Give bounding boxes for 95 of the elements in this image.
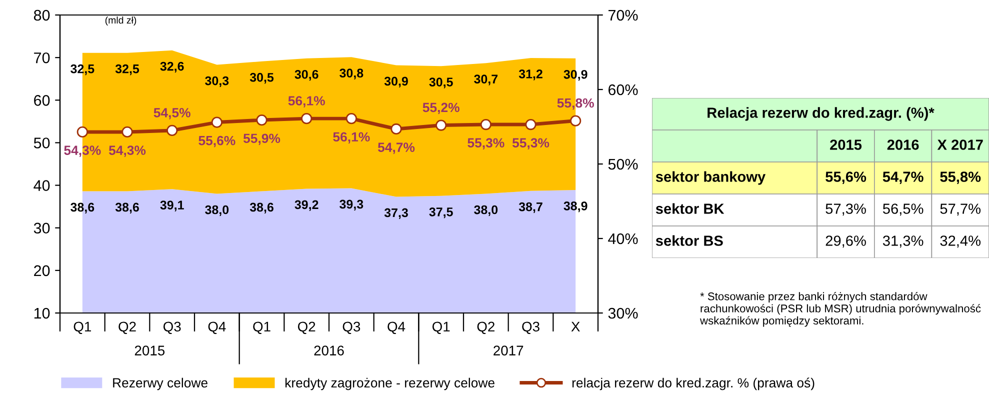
text: 2015	[134, 346, 165, 356]
category-label: 2015	[830, 140, 862, 150]
data-label: 38,6	[70, 202, 94, 214]
data-label: 31,2	[518, 70, 542, 80]
data-label: 38,6	[250, 202, 274, 214]
y2-tick-label: 50%	[608, 158, 638, 170]
data-label: 55,3%	[512, 138, 550, 150]
data-label: 55,9%	[243, 134, 280, 145]
data-label: 37,3	[384, 208, 408, 219]
x-tick-label: Q4	[208, 322, 226, 334]
data-label: 56,1%	[333, 132, 370, 144]
legend-label: relacja rezerw do kred.zagr. % (prawa oś)	[572, 378, 814, 390]
text: 31,3%	[882, 236, 924, 248]
text: 32,4%	[940, 236, 981, 248]
y-tick-label: 20	[34, 265, 50, 276]
data-label: 38,9	[564, 202, 588, 212]
data-label: 38,0	[205, 205, 229, 216]
x-tick-label: Q3	[163, 322, 181, 334]
data-label: 55,8%	[557, 98, 594, 110]
data-label: 39,2	[294, 200, 318, 211]
x-tick-label: X	[571, 322, 580, 332]
y-tick-label: 30	[34, 222, 50, 234]
data-label: 30,5	[250, 72, 274, 84]
data-label: 30,9	[384, 76, 408, 88]
category-label: 2016	[887, 140, 919, 150]
text: 55,8%	[940, 172, 981, 184]
data-label: 56,1%	[288, 96, 325, 108]
x-tick-label: Q2	[298, 322, 316, 334]
text: 29,6%	[826, 236, 866, 248]
text: 56,5%	[882, 204, 924, 216]
data-label: 37,5	[429, 207, 453, 218]
annotation: (mld zł)	[105, 16, 136, 26]
legend-label: Rezerwy celowe	[113, 378, 208, 390]
x-tick-label: Q1	[432, 322, 450, 334]
point	[390, 123, 402, 135]
y-tick-label: 80	[34, 10, 50, 21]
legend-label: kredyty zagrożone - rezerwy celowe	[285, 378, 494, 390]
text: 2016	[314, 346, 344, 356]
category-label: sektor BS	[656, 235, 723, 246]
category-label: sektor bankowy	[656, 171, 766, 185]
point	[256, 114, 268, 126]
y2-tick-label: 70%	[608, 10, 638, 21]
point	[301, 113, 312, 124]
data-label: 54,7%	[378, 142, 415, 154]
data-label: 30,3	[205, 76, 229, 88]
data-label: 32,6	[160, 62, 184, 73]
data-label: 38,6	[115, 202, 139, 214]
point	[436, 120, 447, 131]
y-tick-label: 10	[34, 308, 50, 319]
x-tick-label: Q2	[477, 322, 494, 334]
y-tick-label: 70	[34, 52, 50, 64]
point	[570, 115, 582, 126]
y2-tick-label: 40%	[608, 233, 638, 244]
y2-tick-label: 60%	[608, 84, 638, 96]
data-label: 30,7	[474, 74, 498, 86]
data-label: 55,3%	[468, 138, 504, 150]
text: 54,7%	[882, 172, 924, 184]
text: 2017	[494, 346, 524, 356]
point	[166, 124, 178, 136]
y-tick-label: 50	[34, 138, 50, 148]
point	[211, 116, 222, 128]
point	[76, 126, 88, 138]
text: Relacja rezerw do kred.zagr. (%)*	[708, 107, 934, 121]
text: 57,3%	[826, 204, 866, 216]
data-label: 38,0	[474, 205, 498, 216]
data-label: 39,3	[340, 200, 364, 210]
data-label: 30,8	[340, 68, 364, 80]
data-label: 55,6%	[198, 136, 236, 148]
data-label: 39,1	[160, 200, 184, 212]
data-label: 55,2%	[422, 102, 460, 114]
category-label: X 2017	[937, 140, 983, 150]
text: 57,7%	[940, 204, 981, 216]
x-tick-label: Q3	[342, 322, 360, 334]
point	[346, 113, 357, 124]
category-label: sektor BK	[656, 203, 724, 214]
data-label: 54,3%	[108, 146, 146, 157]
x-tick-label: Q3	[522, 322, 540, 334]
x-tick-label: Q1	[253, 322, 270, 334]
data-label: 54,3%	[64, 146, 101, 157]
data-label: 38,7	[518, 202, 542, 214]
text: * Stosowanie przez banki różnych standardów rachunkowości (PSR lub MSR) utrudnia porównywalność wskaźników pomiędzy sektorami.	[700, 292, 981, 327]
x-tick-label: Q1	[74, 322, 92, 334]
y-tick-label: 60	[34, 95, 50, 106]
x-tick-label: Q4	[388, 322, 406, 334]
data-label: 30,6	[294, 70, 318, 81]
data-label: 30,5	[429, 78, 453, 88]
y-tick-label: 40	[34, 180, 50, 191]
x-tick-label: Q2	[118, 322, 136, 334]
point	[122, 126, 133, 138]
point	[480, 118, 492, 130]
data-label: 54,5%	[154, 108, 190, 120]
text: 55,6%	[826, 172, 866, 184]
y2-tick-label: 30%	[608, 308, 638, 319]
data-label: 32,5	[115, 64, 140, 76]
point	[525, 118, 536, 130]
